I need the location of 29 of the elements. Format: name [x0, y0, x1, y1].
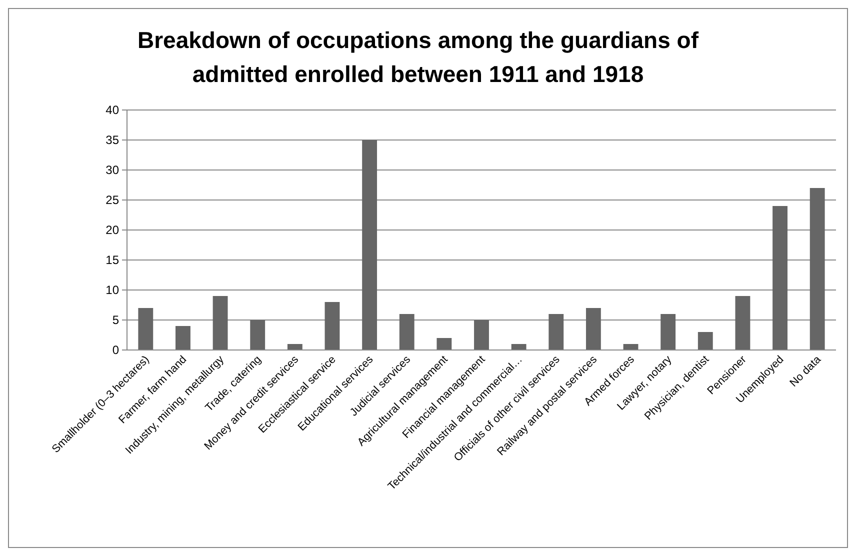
- bar: [548, 314, 564, 350]
- bar: [250, 320, 266, 350]
- bar: [511, 344, 526, 350]
- bar: [138, 308, 154, 350]
- bar: [772, 206, 788, 350]
- y-tick-label: 10: [106, 283, 120, 298]
- bar: [362, 140, 378, 350]
- bar: [660, 314, 676, 350]
- bar: [399, 314, 414, 350]
- bar: [735, 296, 750, 350]
- y-tick-label: 40: [106, 103, 120, 118]
- bar: [586, 308, 601, 350]
- bar: [324, 302, 340, 350]
- bar: [810, 188, 825, 350]
- y-tick-label: 0: [112, 343, 120, 358]
- bar: [436, 338, 452, 350]
- y-tick-label: 35: [106, 133, 120, 148]
- y-tick-label: 15: [106, 253, 120, 268]
- bar: [176, 326, 190, 350]
- x-tick-label: No data: [788, 353, 824, 390]
- y-tick-label: 20: [106, 223, 120, 238]
- y-tick-label: 25: [106, 193, 120, 208]
- bar: [474, 320, 489, 350]
- bar: [698, 332, 713, 350]
- bar: [287, 344, 302, 350]
- y-tick-label: 30: [106, 163, 120, 178]
- y-tick-label: 5: [112, 313, 120, 328]
- chart-title: Breakdown of occupations among the guardians of admitted enrolled between 1911 and 1918: [138, 27, 699, 87]
- bar: [212, 296, 228, 350]
